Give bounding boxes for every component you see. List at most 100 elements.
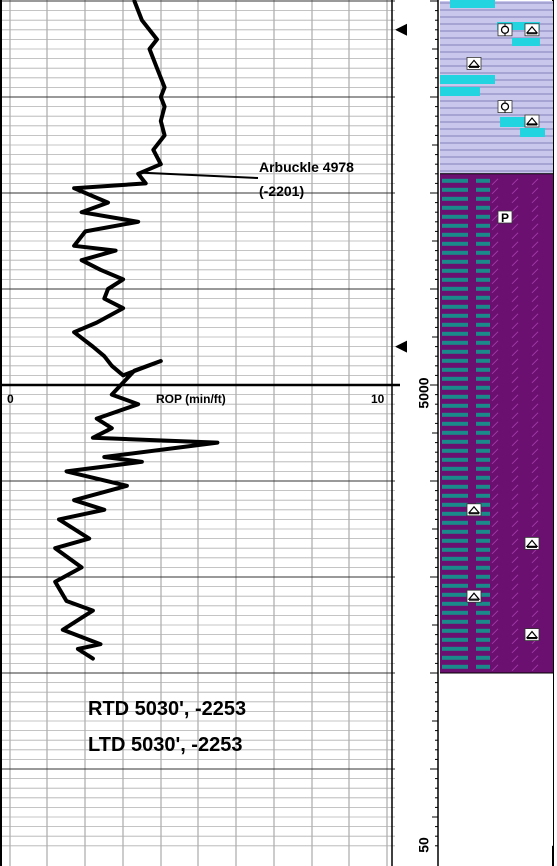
lith-slash xyxy=(531,268,539,276)
lith-slash xyxy=(531,439,539,447)
lith-slash xyxy=(491,538,499,546)
lith-teal-dash xyxy=(442,556,468,561)
lith-slash xyxy=(511,565,519,573)
lith-teal-dash xyxy=(442,448,468,453)
lith-teal-dash xyxy=(442,529,468,534)
lith-teal-dash xyxy=(442,610,468,615)
lith-slash xyxy=(511,583,519,591)
lith-teal-dash xyxy=(476,592,490,597)
lith-slash xyxy=(491,367,499,375)
lith-teal-dash xyxy=(442,574,468,579)
lith-slash xyxy=(491,223,499,231)
lith-symbol-o-3 xyxy=(497,100,513,113)
lith-symbol-tri-9 xyxy=(524,628,540,641)
lith-teal-dash xyxy=(476,340,490,345)
lith-slash xyxy=(511,592,519,600)
lith-slash xyxy=(491,637,499,645)
lith-slash xyxy=(491,268,499,276)
lith-slash xyxy=(511,421,519,429)
lith-slash xyxy=(491,556,499,564)
lith-cyan-band-3 xyxy=(440,75,495,84)
lith-slash xyxy=(531,592,539,600)
lith-teal-dash xyxy=(476,223,490,228)
lithology-track: P xyxy=(440,0,554,866)
lith-cyan-band-5 xyxy=(500,117,525,127)
lith-slash xyxy=(511,511,519,519)
lith-teal-dash xyxy=(442,601,468,606)
lith-slash xyxy=(511,520,519,528)
lith-teal-dash xyxy=(476,367,490,372)
lith-slash xyxy=(511,394,519,402)
lith-teal-dash xyxy=(442,322,468,327)
lith-teal-dash xyxy=(476,529,490,534)
lith-slash xyxy=(491,601,499,609)
lith-slash xyxy=(491,565,499,573)
lith-teal-dash xyxy=(442,376,468,381)
lith-slash xyxy=(531,403,539,411)
lith-slash xyxy=(491,241,499,249)
lith-slash xyxy=(511,601,519,609)
lith-teal-dash xyxy=(442,268,468,273)
lith-slash xyxy=(511,241,519,249)
lith-slash xyxy=(491,592,499,600)
formation-top-subsea-label: (-2201) xyxy=(259,183,304,199)
lith-slash xyxy=(531,358,539,366)
lith-slash xyxy=(511,340,519,348)
lith-slash xyxy=(531,286,539,294)
lith-teal-dash xyxy=(442,178,468,183)
lith-teal-dash xyxy=(442,358,468,363)
lith-slash xyxy=(531,232,539,240)
lith-slash xyxy=(511,331,519,339)
lith-slash xyxy=(491,322,499,330)
lith-slash xyxy=(491,547,499,555)
depth-tick-label-5050: 50 xyxy=(416,837,432,853)
lith-slash xyxy=(531,430,539,438)
lith-teal-dash xyxy=(476,448,490,453)
lith-slash xyxy=(491,502,499,510)
lith-slash xyxy=(491,619,499,627)
lith-slash xyxy=(531,349,539,357)
lith-slash xyxy=(531,241,539,249)
formation-top-label: Arbuckle 4978 xyxy=(259,159,354,175)
lith-slash xyxy=(531,385,539,393)
lith-slash xyxy=(491,457,499,465)
lith-slash xyxy=(511,538,519,546)
lith-slash xyxy=(491,448,499,456)
lith-slash xyxy=(511,547,519,555)
lith-slash xyxy=(531,214,539,222)
lith-teal-dash xyxy=(476,214,490,219)
lith-teal-dash xyxy=(442,592,468,597)
lith-slash xyxy=(531,457,539,465)
x-min-label: 0 xyxy=(7,392,14,406)
lith-slash xyxy=(491,511,499,519)
lith-cyan-band-1 xyxy=(497,22,540,30)
lith-slash xyxy=(531,331,539,339)
lith-slash xyxy=(511,232,519,240)
lith-slash xyxy=(491,628,499,636)
lith-teal-dash xyxy=(442,628,468,633)
lith-teal-dash xyxy=(476,583,490,588)
lith-teal-dash xyxy=(476,628,490,633)
lith-teal-dash xyxy=(442,520,468,525)
lith-teal-dash xyxy=(442,511,468,516)
rop-curve-layer xyxy=(53,0,259,661)
lith-slash xyxy=(511,646,519,654)
lith-slash xyxy=(531,322,539,330)
lith-teal-dash xyxy=(476,439,490,444)
lith-symbol-tri-6 xyxy=(466,503,482,517)
lith-teal-dash xyxy=(476,520,490,525)
lith-slash xyxy=(511,187,519,195)
lith-slash xyxy=(511,313,519,321)
lith-symbol-tri-7 xyxy=(524,537,540,550)
lith-teal-dash xyxy=(476,556,490,561)
lith-slash xyxy=(511,214,519,222)
lith-slash xyxy=(511,466,519,474)
lith-teal-dash xyxy=(476,187,490,192)
lith-slash xyxy=(531,394,539,402)
lith-teal-dash xyxy=(442,457,468,462)
lith-slash xyxy=(531,655,539,663)
lith-teal-dash xyxy=(442,214,468,219)
lith-teal-dash xyxy=(476,475,490,480)
